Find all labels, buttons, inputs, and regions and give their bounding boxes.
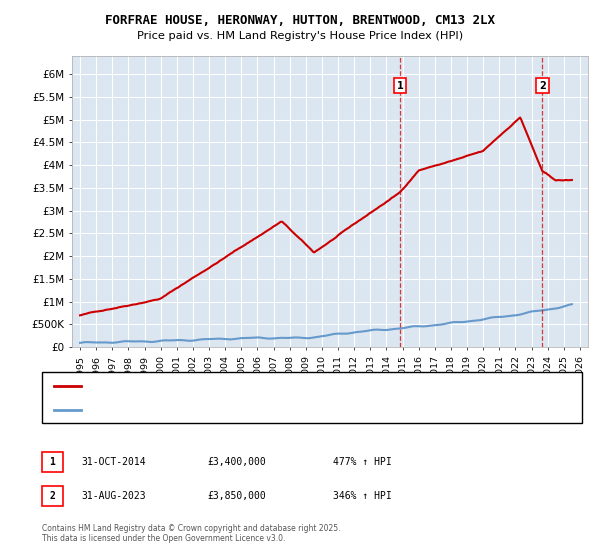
Text: 31-OCT-2014: 31-OCT-2014 <box>81 457 146 467</box>
Text: FORFRAE HOUSE, HERONWAY, HUTTON, BRENTWOOD, CM13 2LX: FORFRAE HOUSE, HERONWAY, HUTTON, BRENTWO… <box>105 14 495 27</box>
Text: £3,400,000: £3,400,000 <box>207 457 266 467</box>
Text: 2: 2 <box>539 81 546 91</box>
Text: Contains HM Land Registry data © Crown copyright and database right 2025.
This d: Contains HM Land Registry data © Crown c… <box>42 524 341 543</box>
Text: FORFRAE HOUSE, HERONWAY, HUTTON, BRENTWOOD, CM13 2LX (detached house): FORFRAE HOUSE, HERONWAY, HUTTON, BRENTWO… <box>87 382 462 391</box>
Text: 2: 2 <box>50 491 55 501</box>
Text: £3,850,000: £3,850,000 <box>207 491 266 501</box>
Text: 477% ↑ HPI: 477% ↑ HPI <box>333 457 392 467</box>
Text: 31-AUG-2023: 31-AUG-2023 <box>81 491 146 501</box>
Text: 1: 1 <box>50 457 55 467</box>
Text: 1: 1 <box>397 81 403 91</box>
Text: 346% ↑ HPI: 346% ↑ HPI <box>333 491 392 501</box>
Text: Price paid vs. HM Land Registry's House Price Index (HPI): Price paid vs. HM Land Registry's House … <box>137 31 463 41</box>
Text: HPI: Average price, detached house, Brentwood: HPI: Average price, detached house, Bren… <box>87 406 303 415</box>
